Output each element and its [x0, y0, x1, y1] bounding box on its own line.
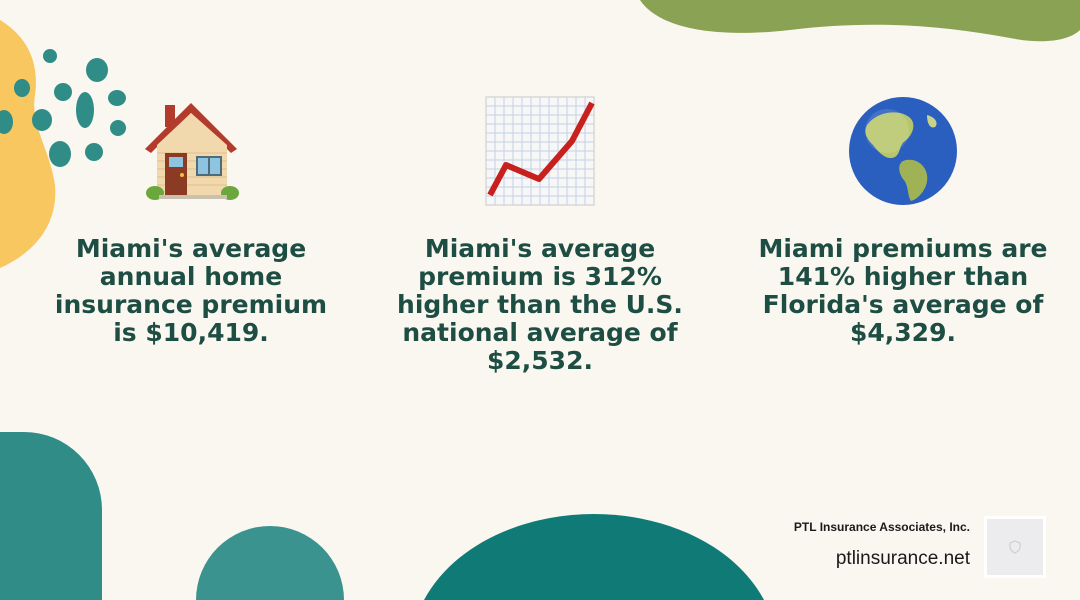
- chart-increasing-icon: [485, 96, 595, 206]
- stat-card-national-comparison: Miami's average premium is 312% higher t…: [390, 95, 690, 375]
- globe-americas-icon: [849, 97, 957, 205]
- stat-text-national-comparison: Miami's average premium is 312% higher t…: [397, 234, 683, 375]
- website-link[interactable]: ptlinsurance.net: [835, 548, 970, 569]
- company-logo: [984, 516, 1046, 578]
- teal-arch-shape: [0, 432, 102, 600]
- house-icon: [145, 103, 239, 200]
- stat-text-state-comparison: Miami premiums are 141% higher than Flor…: [758, 234, 1048, 347]
- teal-half-circle-shape: [196, 526, 344, 600]
- stat-card-state-comparison: Miami premiums are 141% higher than Flor…: [753, 95, 1053, 347]
- dark-teal-dome-shape: [424, 514, 764, 600]
- yellow-blob-shape: [0, 20, 56, 268]
- stat-text-average-premium: Miami's average annual home insurance pr…: [54, 234, 328, 347]
- shield-logo-icon: [1009, 540, 1021, 554]
- stat-card-average-premium: Miami's average annual home insurance pr…: [41, 95, 341, 347]
- olive-blob-shape: [640, 0, 1080, 42]
- dot-pattern-shape: [0, 49, 126, 167]
- company-name: PTL Insurance Associates, Inc.: [793, 520, 970, 534]
